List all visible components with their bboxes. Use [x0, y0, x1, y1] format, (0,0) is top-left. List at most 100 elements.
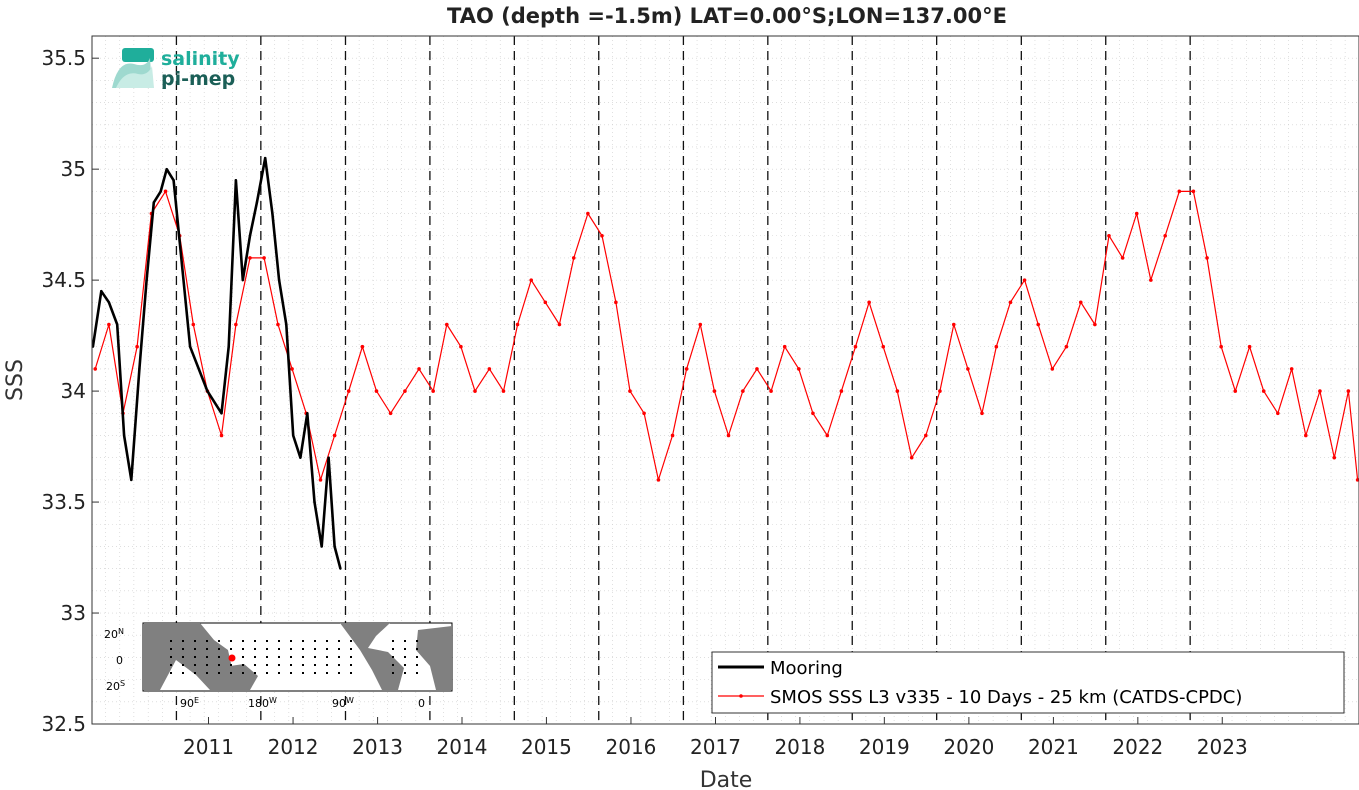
- x-tick-label: 2018: [774, 735, 825, 759]
- grid: [92, 35, 1359, 725]
- series-point-smos: [642, 411, 646, 416]
- inset-mooring-dot: [218, 664, 220, 666]
- x-axis-label: Date: [700, 768, 753, 790]
- series-point-mooring: [271, 212, 274, 215]
- series-point-smos: [600, 233, 604, 238]
- inset-mooring-dot: [392, 648, 394, 650]
- y-tick-label: 35.5: [41, 46, 86, 70]
- inset-mooring-dot: [416, 672, 418, 674]
- series-point-mooring: [172, 179, 175, 182]
- series-point-smos: [515, 322, 520, 327]
- series-point-smos: [487, 367, 492, 371]
- series-point-mooring: [107, 301, 111, 304]
- series-point-smos: [1233, 389, 1238, 393]
- inset-lon-label-90e: 90E: [180, 696, 199, 710]
- series-point-mooring: [159, 190, 162, 193]
- inset-mooring-dot: [254, 640, 256, 642]
- inset-mooring-dot: [278, 672, 280, 674]
- series-point-smos: [276, 322, 280, 327]
- inset-mooring-dot: [206, 664, 208, 666]
- inset-mooring-dot: [242, 672, 244, 674]
- logo-line2: pi-mep: [161, 68, 235, 90]
- series-point-smos: [135, 344, 139, 349]
- series-point-smos: [1036, 322, 1041, 327]
- inset-mooring-dot: [266, 656, 268, 658]
- series-point-mooring: [299, 456, 302, 459]
- inset-lat-label-20n: 20N: [104, 627, 124, 641]
- series-point-smos: [93, 367, 98, 371]
- series-point-smos: [797, 367, 801, 371]
- series-point-mooring: [241, 278, 245, 282]
- inset-mooring-dot: [170, 672, 172, 674]
- series-point-smos: [726, 433, 731, 438]
- series-point-smos: [444, 322, 449, 327]
- series-point-smos: [951, 322, 956, 327]
- inset-mooring-dot: [404, 672, 406, 674]
- series-point-smos: [1163, 233, 1167, 238]
- inset-mooring-dot: [404, 648, 406, 650]
- series-point-smos: [741, 389, 745, 393]
- y-tick-label: 35: [61, 157, 86, 181]
- series-point-smos: [1355, 478, 1359, 482]
- series-point-smos: [1107, 233, 1111, 238]
- series-point-smos: [1093, 322, 1097, 327]
- chart-title: TAO (depth =-1.5m) LAT=0.00°S;LON=137.00…: [447, 4, 1007, 28]
- inset-mooring-dot: [338, 672, 340, 674]
- series-point-mooring: [220, 412, 223, 415]
- year-boundaries: [175, 36, 1191, 724]
- inset-lon-label-0: 0: [418, 697, 425, 710]
- inset-mooring-dot: [290, 640, 292, 642]
- inset-mooring-dot: [278, 656, 280, 658]
- series-point-smos: [332, 433, 337, 438]
- inset-mooring-dot: [314, 672, 316, 674]
- inset-land-africa-east: [416, 626, 452, 690]
- y-axis: 32.5 33 33.5 34 34.5 35 35.5: [41, 46, 99, 736]
- inset-mooring-dot: [392, 656, 394, 658]
- series-point-smos: [909, 455, 914, 460]
- inset-mooring-dot: [206, 656, 208, 658]
- series-point-smos: [1064, 344, 1069, 349]
- inset-mooring-dot: [182, 640, 184, 642]
- inset-mooring-dot: [392, 640, 394, 642]
- inset-mooring-dot: [182, 672, 184, 674]
- inset-mooring-dot: [254, 672, 256, 674]
- inset-mooring-dot: [290, 648, 292, 650]
- series-point-smos: [1276, 411, 1280, 416]
- inset-mooring-dot: [182, 656, 184, 658]
- series-point-smos: [769, 389, 773, 393]
- inset-mooring-dot: [230, 672, 232, 674]
- y-tick-label: 34.5: [41, 268, 86, 292]
- series-point-smos: [388, 411, 393, 416]
- series-point-smos: [853, 344, 858, 349]
- series-point-mooring: [227, 345, 230, 348]
- series-point-mooring: [327, 456, 330, 459]
- inset-mooring-dot: [230, 640, 232, 642]
- logo-wave-back: [122, 48, 154, 62]
- inset-mooring-dot: [404, 640, 406, 642]
- series-line-mooring: [91, 156, 342, 569]
- inset-mooring-dot: [350, 664, 352, 666]
- inset-mooring-dot: [314, 640, 316, 642]
- inset-mooring-dot: [206, 640, 208, 642]
- inset-mooring-dot: [194, 664, 196, 666]
- inset-mooring-dot: [416, 648, 418, 650]
- series-point-smos: [782, 344, 787, 349]
- inset-mooring-dot: [338, 664, 340, 666]
- inset-mooring-dot: [194, 672, 196, 674]
- x-tick-label: 2021: [1028, 735, 1079, 759]
- series-point-smos: [1261, 389, 1266, 393]
- series-point-smos: [895, 389, 900, 393]
- x-tick-label: 2015: [521, 735, 572, 759]
- series-point-smos: [501, 389, 506, 393]
- inset-mooring-dot: [302, 648, 304, 650]
- series-point-mooring: [234, 179, 238, 182]
- inset-mooring-dot: [278, 648, 280, 650]
- inset-mooring-dot: [218, 656, 220, 658]
- series-point-smos: [417, 367, 421, 371]
- y-tick-label: 33: [61, 601, 86, 625]
- series-point-smos: [1191, 189, 1196, 194]
- series-point-mooring: [277, 278, 281, 282]
- series-point-smos: [586, 211, 590, 216]
- series-point-smos: [628, 389, 632, 393]
- logo-wave-mid: [116, 66, 154, 88]
